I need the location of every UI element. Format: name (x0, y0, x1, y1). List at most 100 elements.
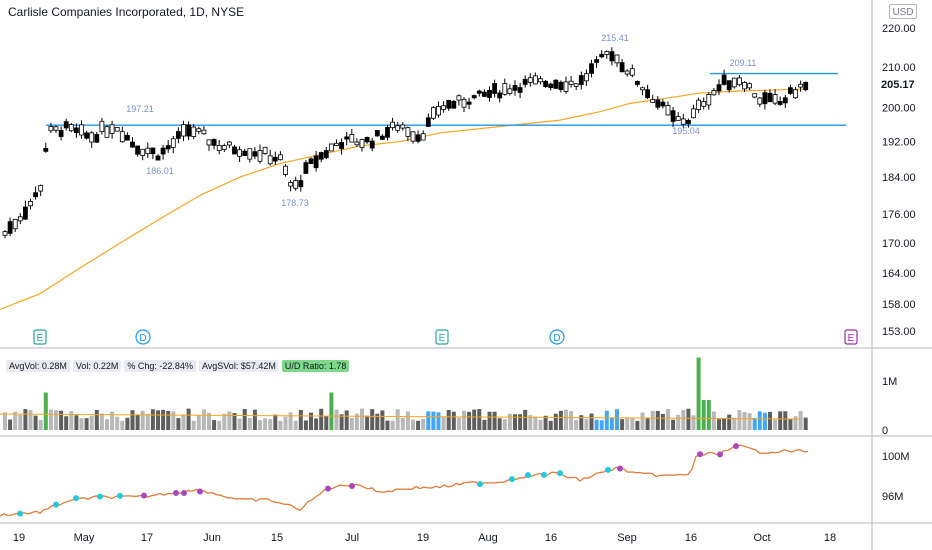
volume-bar (569, 410, 574, 430)
time-tick-label: 16 (545, 532, 557, 544)
candle (303, 162, 309, 174)
volume-bar (635, 420, 640, 430)
rs-tick-label: 100M (882, 451, 910, 463)
volume-bar (145, 413, 150, 430)
avg-dollar-vol-stat: AvgSVol: $57.42M (198, 360, 279, 372)
candle (293, 180, 299, 189)
volume-bar (599, 420, 604, 430)
volume-bar (161, 409, 166, 430)
candle (772, 94, 778, 104)
volume-bar (273, 414, 278, 430)
volume-bar (497, 418, 502, 430)
currency-badge[interactable]: USD (889, 4, 917, 19)
candle (670, 110, 676, 122)
volume-bar (747, 413, 752, 430)
candle (731, 77, 737, 88)
volume-bar (334, 409, 339, 430)
candle (267, 155, 273, 165)
candle (38, 185, 44, 192)
volume-bar (701, 400, 706, 430)
rs-highlight-dot (53, 501, 59, 508)
rs-tick-label: 96M (882, 491, 903, 503)
rs-line (0, 444, 809, 517)
volume-bar (441, 416, 446, 430)
candle (232, 146, 237, 155)
moving-average-line (0, 88, 809, 311)
volume-bar (696, 357, 701, 430)
time-tick-label: Jul (345, 532, 359, 544)
candle (84, 132, 89, 139)
volume-bar (411, 419, 415, 430)
candle (43, 147, 49, 152)
volume-bar (502, 419, 507, 430)
candle (629, 68, 635, 76)
volume-bar (625, 417, 630, 430)
volume-bar (79, 418, 84, 430)
candle (334, 142, 339, 146)
candle (53, 126, 59, 131)
price-tick-label: 200.00 (882, 103, 916, 115)
vol-stat: Vol: 0.22M (72, 360, 122, 372)
volume-bar (803, 417, 808, 430)
candle (527, 77, 533, 83)
volume-bar (507, 413, 512, 430)
volume-bar (655, 410, 660, 430)
candle (507, 88, 513, 94)
candle (691, 108, 696, 119)
candle (645, 89, 650, 99)
volume-bar (54, 410, 58, 430)
rs-highlight-dot (525, 472, 531, 479)
volume-bar (609, 417, 614, 430)
candle (425, 117, 431, 127)
candle (415, 134, 421, 142)
price-annotation: 197.21 (126, 104, 154, 114)
volume-bar (120, 420, 125, 430)
candle (430, 107, 436, 119)
time-tick-label: 15 (271, 532, 283, 544)
avg-volume-line (0, 413, 801, 420)
volume-bar (717, 419, 721, 430)
candle (283, 165, 288, 175)
candle (655, 99, 661, 108)
candle (446, 99, 452, 109)
candle (68, 124, 74, 132)
candle (665, 105, 671, 116)
volume-bar (798, 411, 803, 430)
volume-bar (329, 392, 334, 430)
rs-highlight-dot (173, 490, 179, 497)
volume-bar (518, 414, 523, 430)
candle (109, 124, 115, 134)
rs-highlight-dot (477, 481, 483, 488)
volume-bar (150, 409, 155, 430)
price-tick-label: 220.00 (882, 23, 916, 35)
candle (221, 145, 227, 150)
candle (94, 134, 100, 143)
volume-bar (186, 408, 191, 430)
candle (466, 101, 472, 105)
volume-bar (757, 411, 762, 430)
candle (58, 130, 64, 137)
volume-bar (711, 411, 716, 430)
volume-bar (242, 408, 247, 430)
candle (803, 81, 809, 91)
volume-bar (686, 408, 691, 430)
volume-bar (130, 410, 135, 430)
rs-highlight-dot (349, 482, 355, 489)
candle (471, 95, 477, 99)
volume-bar (196, 415, 201, 430)
price-annotation: 186.01 (146, 166, 174, 176)
candle (119, 131, 125, 143)
volume-bar (283, 416, 288, 430)
candle (624, 70, 630, 75)
volume-bar (237, 418, 242, 430)
candle (344, 136, 350, 140)
candle (385, 126, 390, 138)
rs-highlight-dot (17, 510, 23, 517)
candle (400, 124, 406, 129)
candle (74, 127, 79, 134)
candle (140, 148, 146, 156)
volume-bar (691, 415, 696, 430)
volume-bar (630, 418, 635, 430)
volume-bar (258, 420, 262, 430)
